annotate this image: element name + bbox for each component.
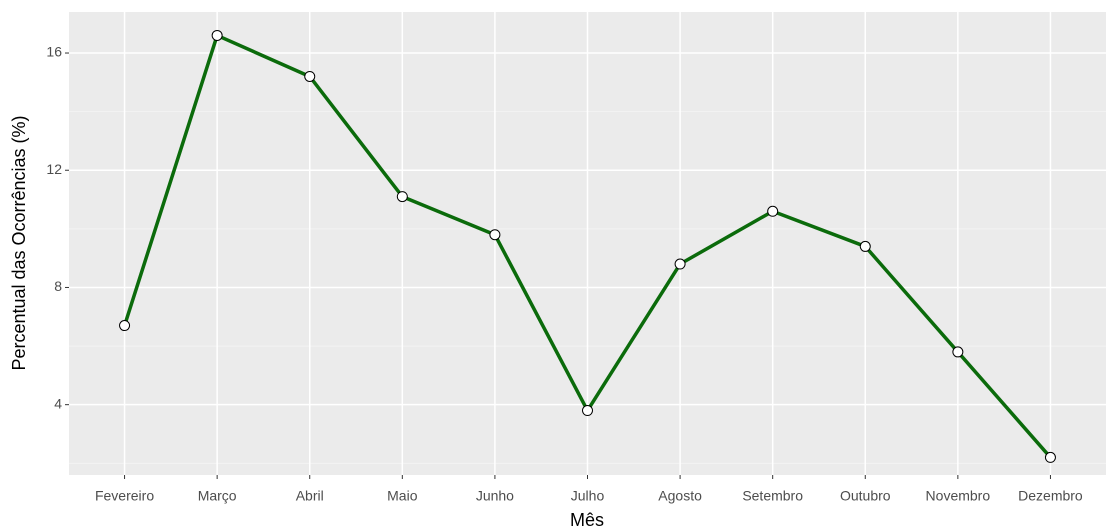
- x-tick-label: Dezembro: [1018, 488, 1083, 504]
- point: [304, 70, 316, 82]
- x-tick-label: Setembro: [742, 488, 803, 504]
- x-tick-label: Fevereiro: [95, 488, 154, 504]
- x-tick-label: Maio: [387, 488, 418, 504]
- x-tick-label: Junho: [476, 488, 514, 504]
- point: [489, 229, 501, 241]
- y-tick-label: 4: [54, 395, 62, 411]
- point: [1044, 451, 1056, 463]
- x-tick-label: Novembro: [926, 488, 991, 504]
- x-tick-label: Agosto: [658, 488, 702, 504]
- x-tick-label: Outubro: [840, 488, 891, 504]
- point: [767, 205, 779, 217]
- point: [211, 29, 223, 41]
- x-tick-label: Março: [198, 488, 237, 504]
- x-tick-label: Abril: [296, 488, 324, 504]
- point: [952, 346, 964, 358]
- point: [119, 320, 131, 332]
- point: [674, 258, 686, 270]
- point: [396, 191, 408, 203]
- y-tick-label: 12: [46, 161, 62, 177]
- x-tick-label: Julho: [571, 488, 605, 504]
- point: [859, 240, 871, 252]
- y-tick-label: 8: [54, 278, 62, 294]
- point: [582, 405, 593, 417]
- y-axis-title: Percentual das Ocorrências (%): [9, 115, 29, 370]
- y-tick-label: 16: [46, 44, 62, 60]
- x-axis-title: Mês: [570, 510, 604, 530]
